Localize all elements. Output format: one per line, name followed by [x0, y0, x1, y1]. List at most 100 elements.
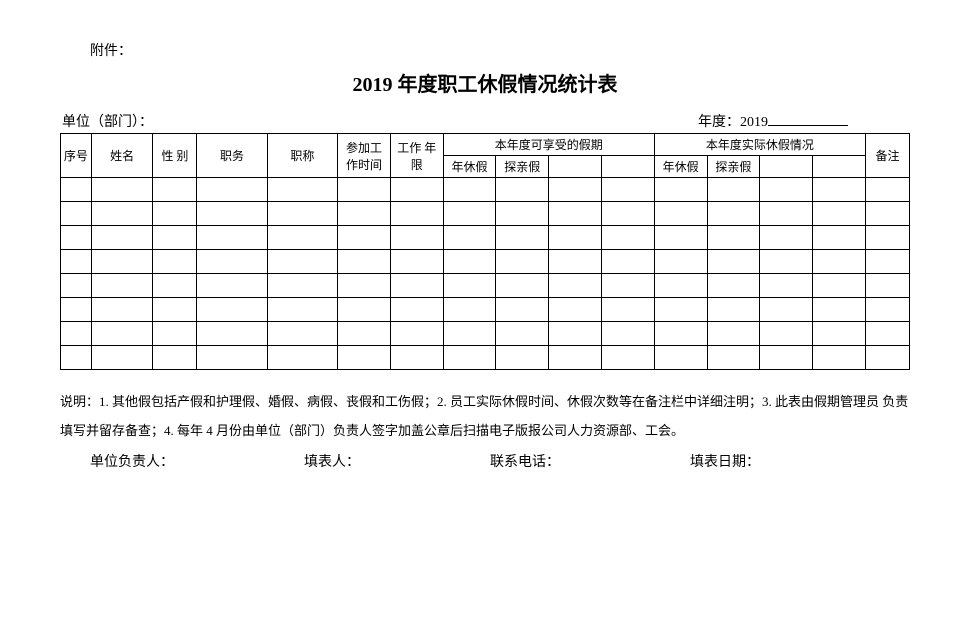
- table-cell: [153, 322, 197, 346]
- table-cell: [813, 274, 866, 298]
- year-label: 年度：: [698, 115, 740, 130]
- table-cell: [496, 322, 549, 346]
- table-cell: [654, 298, 707, 322]
- table-cell: [601, 274, 654, 298]
- col-entitled-section: 本年度可享受的假期: [443, 134, 654, 156]
- table-cell: [443, 250, 496, 274]
- col-act-annual: 年休假: [654, 156, 707, 178]
- table-cell: [61, 298, 92, 322]
- table-cell: [496, 298, 549, 322]
- table-cell: [549, 274, 602, 298]
- table-cell: [601, 322, 654, 346]
- sig-filler: 填表人：: [304, 451, 360, 471]
- col-ent-blank1: [549, 156, 602, 178]
- table-cell: [496, 226, 549, 250]
- table-cell: [267, 226, 337, 250]
- table-cell: [654, 202, 707, 226]
- table-cell: [390, 274, 443, 298]
- table-cell: [91, 322, 153, 346]
- table-cell: [267, 178, 337, 202]
- table-cell: [654, 274, 707, 298]
- table-cell: [707, 298, 760, 322]
- sig-date: 填表日期：: [690, 451, 760, 471]
- table-cell: [549, 226, 602, 250]
- table-cell: [865, 226, 909, 250]
- table-cell: [813, 322, 866, 346]
- col-actual-section: 本年度实际休假情况: [654, 134, 865, 156]
- col-name: 姓名: [91, 134, 153, 178]
- table-cell: [549, 346, 602, 370]
- table-cell: [91, 346, 153, 370]
- year-underline: [768, 125, 848, 126]
- table-row: [61, 322, 910, 346]
- col-position: 职务: [197, 134, 267, 178]
- table-row: [61, 250, 910, 274]
- table-cell: [549, 250, 602, 274]
- attachment-label: 附件：: [60, 40, 910, 60]
- table-cell: [496, 250, 549, 274]
- table-cell: [267, 322, 337, 346]
- table-cell: [813, 178, 866, 202]
- table-cell: [549, 178, 602, 202]
- table-cell: [153, 250, 197, 274]
- table-cell: [865, 202, 909, 226]
- table-cell: [654, 346, 707, 370]
- table-cell: [443, 226, 496, 250]
- table-cell: [267, 202, 337, 226]
- col-title: 职称: [267, 134, 337, 178]
- table-cell: [707, 226, 760, 250]
- table-cell: [267, 346, 337, 370]
- table-cell: [390, 202, 443, 226]
- table-row: [61, 202, 910, 226]
- table-cell: [197, 202, 267, 226]
- table-cell: [61, 202, 92, 226]
- table-cell: [813, 202, 866, 226]
- table-cell: [91, 250, 153, 274]
- table-cell: [153, 178, 197, 202]
- table-cell: [338, 178, 391, 202]
- table-body: [61, 178, 910, 370]
- col-seq: 序号: [61, 134, 92, 178]
- table-cell: [549, 322, 602, 346]
- table-cell: [760, 346, 813, 370]
- col-ent-blank2: [601, 156, 654, 178]
- table-cell: [443, 274, 496, 298]
- table-cell: [813, 226, 866, 250]
- table-cell: [707, 178, 760, 202]
- meta-row: 单位（部门）： 年度：2019: [60, 111, 910, 131]
- year-box: 年度：2019: [698, 111, 908, 131]
- table-cell: [153, 202, 197, 226]
- table-cell: [707, 202, 760, 226]
- table-cell: [197, 322, 267, 346]
- header-row-1: 序号 姓名 性 别 职务 职称 参加工作时间 工作 年限 本年度可享受的假期 本…: [61, 134, 910, 156]
- table-cell: [197, 346, 267, 370]
- table-cell: [338, 322, 391, 346]
- table-cell: [197, 298, 267, 322]
- table-cell: [654, 322, 707, 346]
- table-cell: [707, 346, 760, 370]
- col-ent-family: 探亲假: [496, 156, 549, 178]
- unit-label: 单位（部门）：: [62, 111, 153, 131]
- table-cell: [601, 178, 654, 202]
- table-cell: [760, 202, 813, 226]
- table-cell: [760, 298, 813, 322]
- table-cell: [707, 322, 760, 346]
- table-cell: [496, 274, 549, 298]
- table-cell: [443, 346, 496, 370]
- table-cell: [865, 346, 909, 370]
- table-cell: [813, 346, 866, 370]
- table-cell: [153, 298, 197, 322]
- col-act-blank1: [760, 156, 813, 178]
- table-cell: [61, 346, 92, 370]
- table-cell: [338, 298, 391, 322]
- table-cell: [338, 226, 391, 250]
- table-cell: [91, 274, 153, 298]
- table-cell: [865, 298, 909, 322]
- table-cell: [61, 322, 92, 346]
- table-cell: [338, 274, 391, 298]
- table-cell: [601, 226, 654, 250]
- table-cell: [61, 274, 92, 298]
- table-row: [61, 298, 910, 322]
- table-cell: [443, 178, 496, 202]
- table-cell: [496, 178, 549, 202]
